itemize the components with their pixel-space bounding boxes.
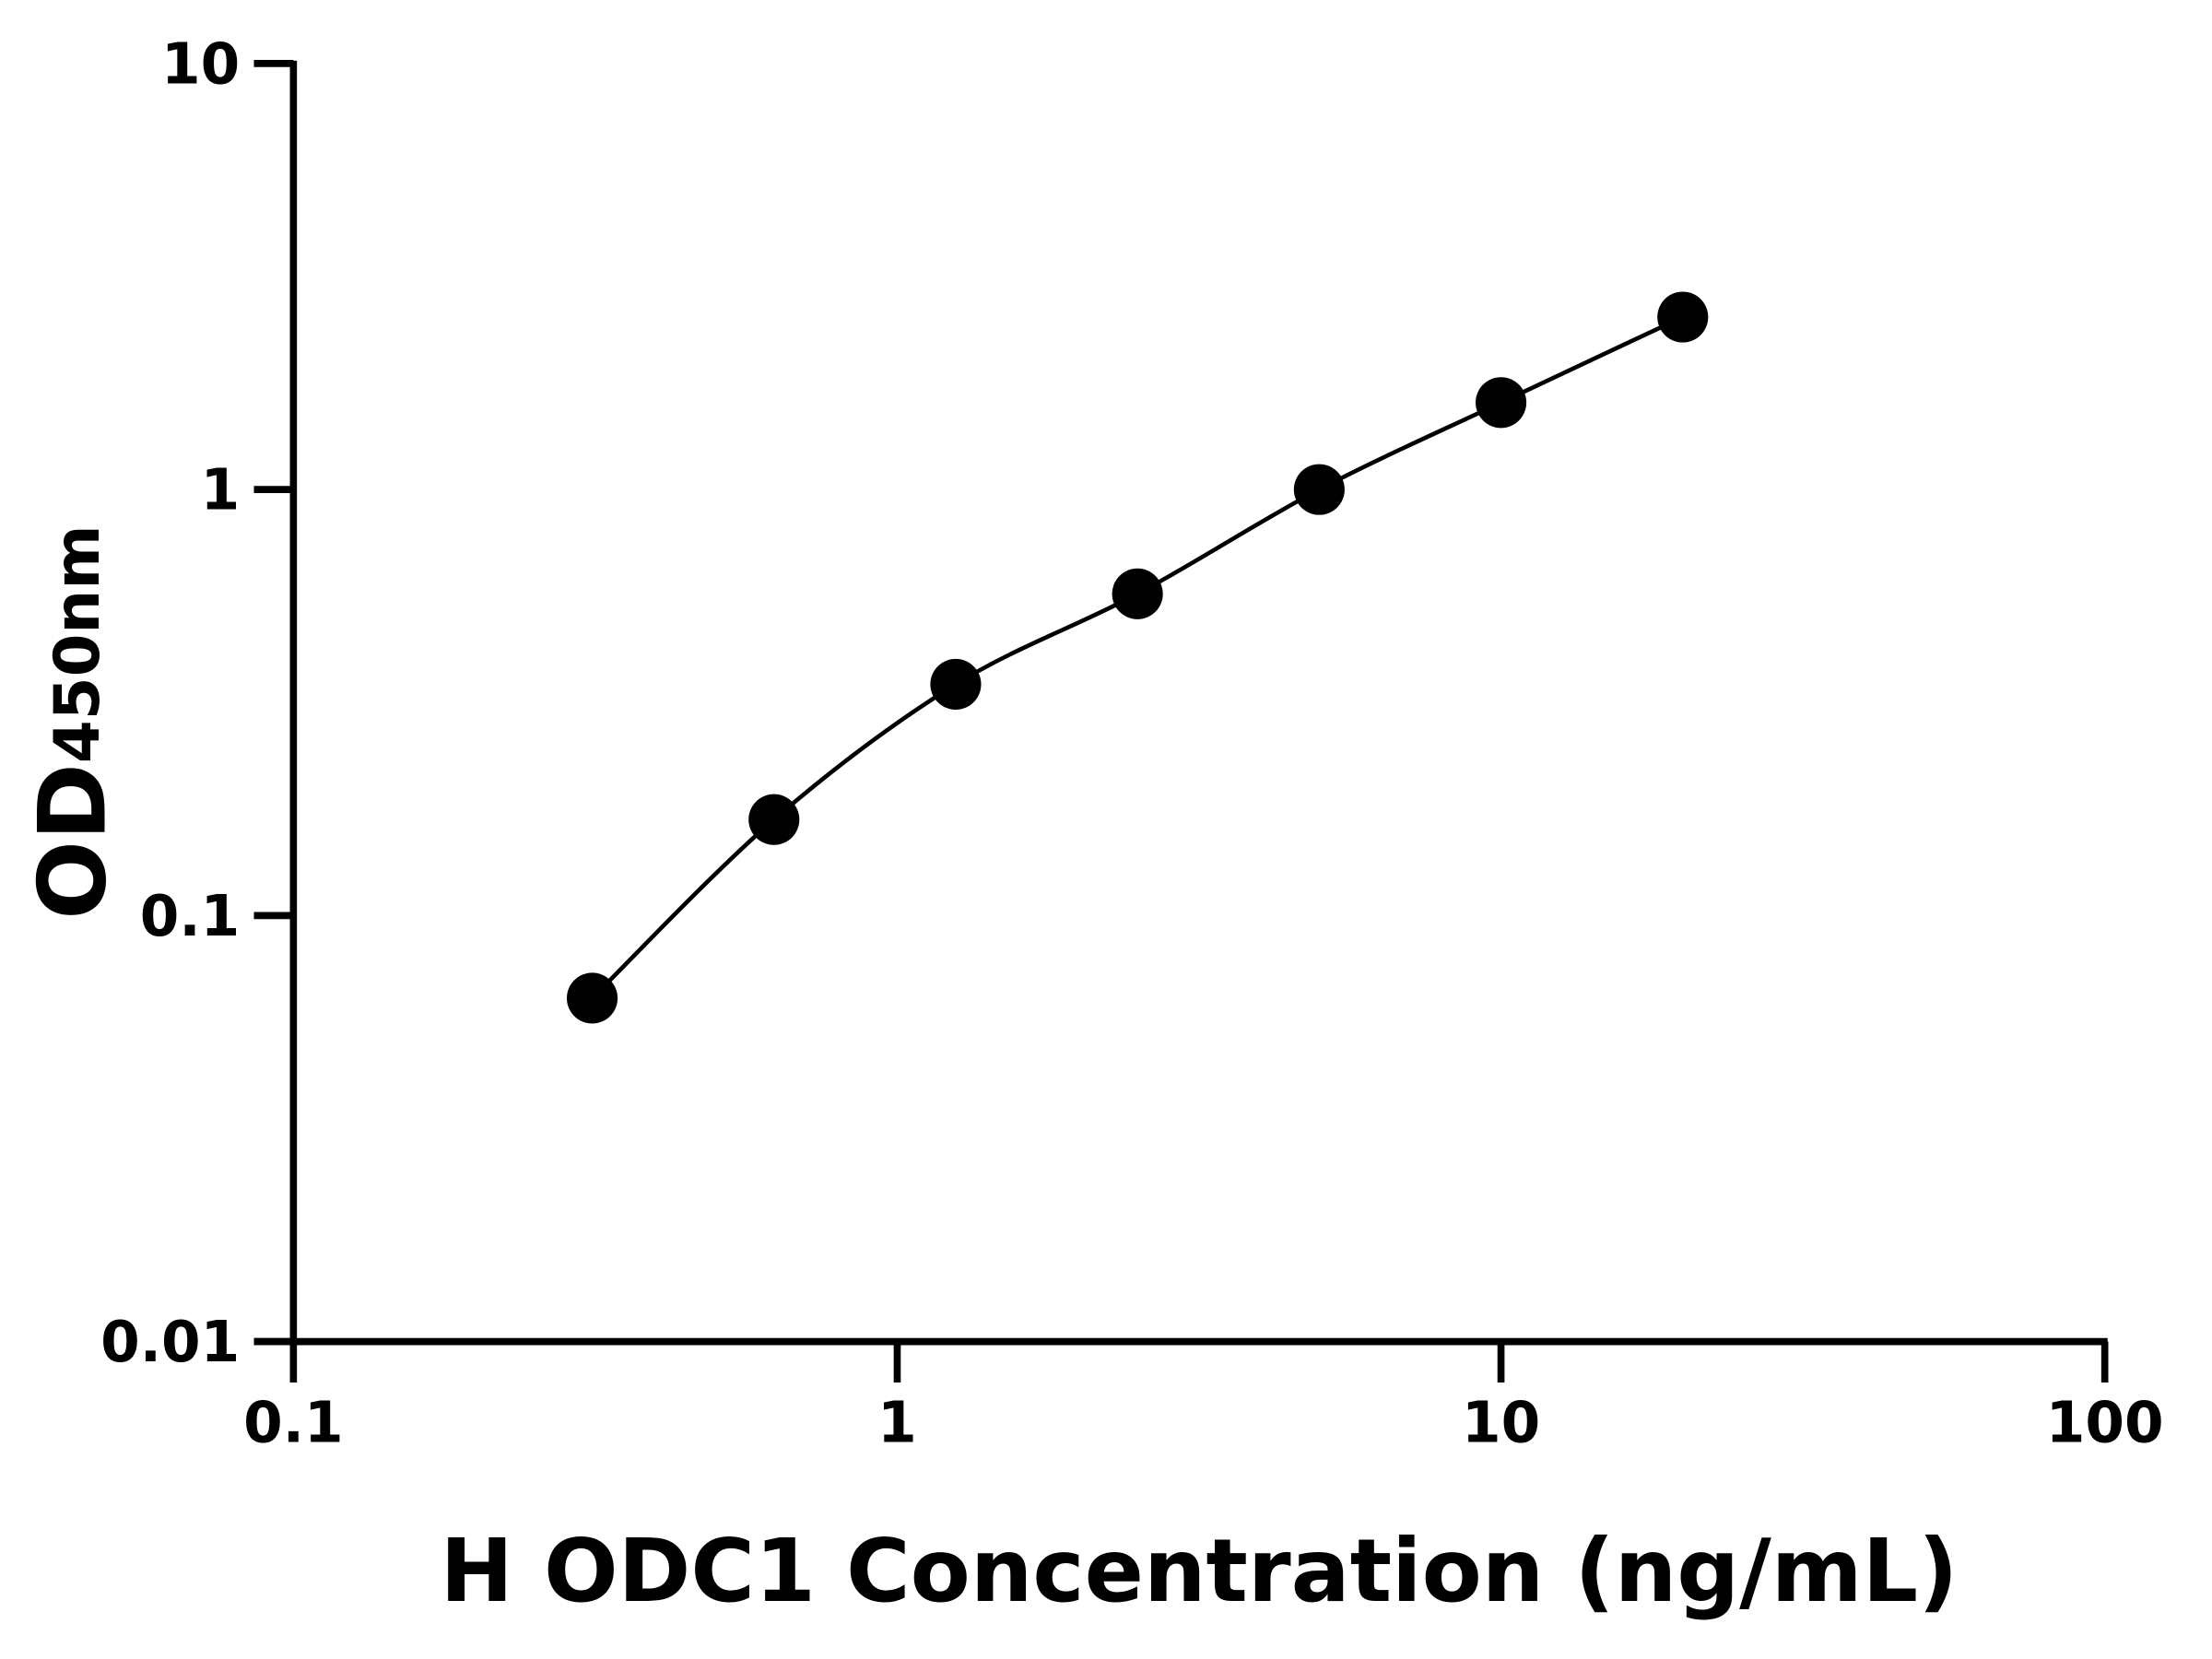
data-point <box>1112 568 1163 619</box>
y-axis-label: OD450nm <box>18 524 126 919</box>
axes <box>253 60 2108 1346</box>
y-tick-label: 1 <box>201 458 241 524</box>
data-point <box>566 972 618 1024</box>
data-point <box>1476 377 1527 429</box>
data-point <box>1657 291 1709 343</box>
y-axis-label-subscript: 450nm <box>41 524 113 763</box>
x-tick-label: 1 <box>877 1390 917 1455</box>
x-tick-label: 10 <box>1462 1390 1540 1455</box>
x-tick-label: 0.1 <box>243 1390 343 1455</box>
data-point <box>1293 464 1345 515</box>
y-tick-label: 0.1 <box>140 884 240 949</box>
x-ticks: 0.1 1 10 100 <box>243 1341 2164 1455</box>
data-point <box>748 794 800 845</box>
data-points <box>566 291 1709 1024</box>
y-tick-label: 0.01 <box>100 1310 240 1375</box>
y-axis-label-main: OD <box>18 763 126 920</box>
x-axis-label: H ODC1 Concentration (ng/mL) <box>441 1521 1959 1622</box>
data-point <box>930 658 982 711</box>
y-ticks: 0.01 0.1 1 10 <box>100 31 294 1375</box>
x-tick-label: 100 <box>2046 1390 2164 1455</box>
y-tick-label: 10 <box>161 31 240 97</box>
